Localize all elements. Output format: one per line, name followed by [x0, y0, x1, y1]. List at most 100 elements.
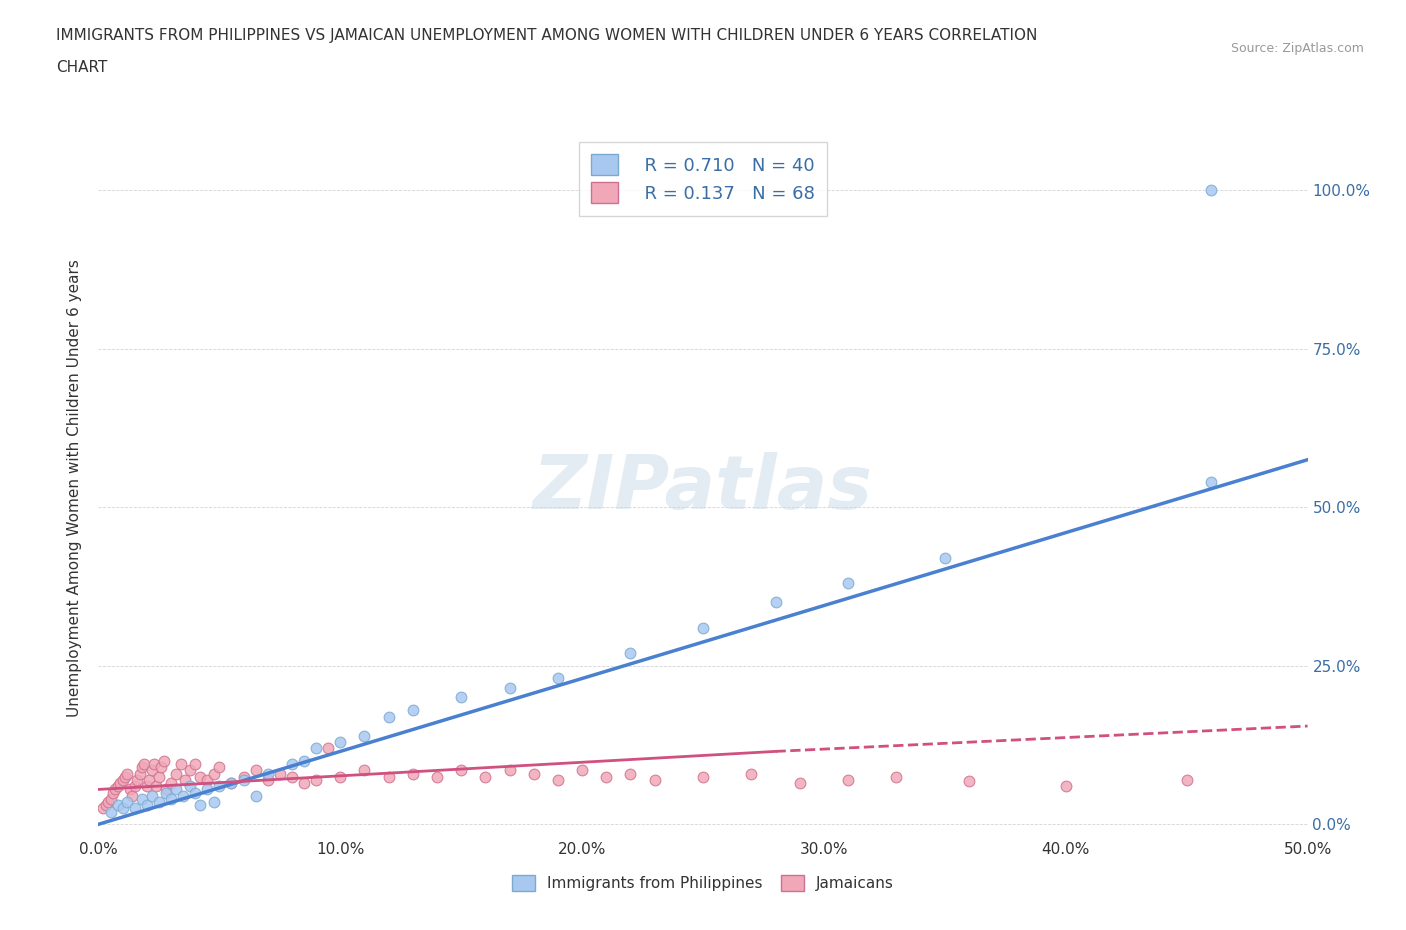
Point	[169, 757, 191, 772]
Point	[498, 681, 520, 696]
Point	[204, 766, 226, 781]
Point	[619, 645, 641, 660]
Point	[571, 763, 593, 777]
Point	[117, 794, 139, 809]
Point	[1054, 778, 1077, 793]
Point	[111, 801, 134, 816]
Point	[195, 782, 218, 797]
Point	[184, 785, 207, 800]
Point	[474, 769, 496, 784]
Point	[179, 763, 201, 777]
Point	[450, 690, 472, 705]
Point	[402, 766, 425, 781]
Y-axis label: Unemployment Among Women with Children Under 6 years: Unemployment Among Women with Children U…	[67, 259, 83, 717]
Point	[765, 595, 787, 610]
Point	[957, 774, 980, 789]
Point	[221, 776, 243, 790]
Point	[498, 763, 520, 777]
Point	[232, 769, 254, 784]
Point	[165, 766, 187, 781]
Point	[135, 798, 157, 813]
Point	[377, 769, 399, 784]
Point	[121, 789, 143, 804]
Point	[547, 773, 569, 788]
Point	[104, 782, 127, 797]
Point	[245, 763, 267, 777]
Point	[100, 791, 122, 806]
Point	[692, 620, 714, 635]
Point	[91, 801, 114, 816]
Point	[160, 791, 183, 806]
Point	[107, 798, 129, 813]
Point	[160, 776, 183, 790]
Point	[150, 760, 173, 775]
Point	[934, 551, 956, 565]
Text: IMMIGRANTS FROM PHILIPPINES VS JAMAICAN UNEMPLOYMENT AMONG WOMEN WITH CHILDREN U: IMMIGRANTS FROM PHILIPPINES VS JAMAICAN …	[56, 28, 1038, 43]
Point	[329, 769, 352, 784]
Point	[269, 766, 291, 781]
Text: CHART: CHART	[56, 60, 108, 75]
Point	[117, 766, 139, 781]
Point	[152, 753, 174, 768]
Point	[595, 769, 617, 784]
Point	[245, 789, 267, 804]
Point	[329, 735, 352, 750]
Point	[692, 769, 714, 784]
Point	[1199, 474, 1222, 489]
Point	[619, 766, 641, 781]
Point	[188, 798, 211, 813]
Point	[165, 782, 187, 797]
Point	[305, 741, 328, 756]
Text: Source: ZipAtlas.com: Source: ZipAtlas.com	[1230, 42, 1364, 55]
Point	[141, 763, 163, 777]
Point	[426, 769, 449, 784]
Point	[143, 757, 166, 772]
Point	[377, 709, 399, 724]
Point	[128, 766, 150, 781]
Point	[644, 773, 666, 788]
Point	[100, 804, 122, 819]
Point	[547, 671, 569, 686]
Point	[138, 773, 160, 788]
Point	[148, 769, 170, 784]
Point	[221, 776, 243, 790]
Legend: Immigrants from Philippines, Jamaicans: Immigrants from Philippines, Jamaicans	[505, 868, 901, 899]
Point	[94, 798, 117, 813]
Point	[886, 769, 908, 784]
Point	[353, 728, 375, 743]
Point	[111, 773, 134, 788]
Point	[256, 773, 278, 788]
Point	[141, 789, 163, 804]
Point	[145, 778, 167, 793]
Point	[188, 769, 211, 784]
Point	[523, 766, 546, 781]
Point	[281, 757, 304, 772]
Point	[450, 763, 472, 777]
Point	[740, 766, 762, 781]
Point	[402, 703, 425, 718]
Point	[837, 773, 859, 788]
Point	[97, 794, 120, 809]
Point	[232, 773, 254, 788]
Point	[208, 760, 231, 775]
Point	[305, 773, 328, 788]
Point	[148, 794, 170, 809]
Point	[127, 773, 149, 788]
Point	[204, 794, 226, 809]
Point	[256, 766, 278, 781]
Point	[135, 778, 157, 793]
Point	[281, 769, 304, 784]
Point	[179, 778, 201, 793]
Point	[292, 753, 315, 768]
Point	[131, 791, 153, 806]
Point	[1175, 773, 1198, 788]
Point	[789, 776, 811, 790]
Point	[292, 776, 315, 790]
Point	[124, 778, 146, 793]
Point	[208, 778, 231, 793]
Point	[155, 785, 177, 800]
Point	[174, 773, 197, 788]
Point	[124, 801, 146, 816]
Point	[108, 776, 131, 790]
Point	[195, 773, 218, 788]
